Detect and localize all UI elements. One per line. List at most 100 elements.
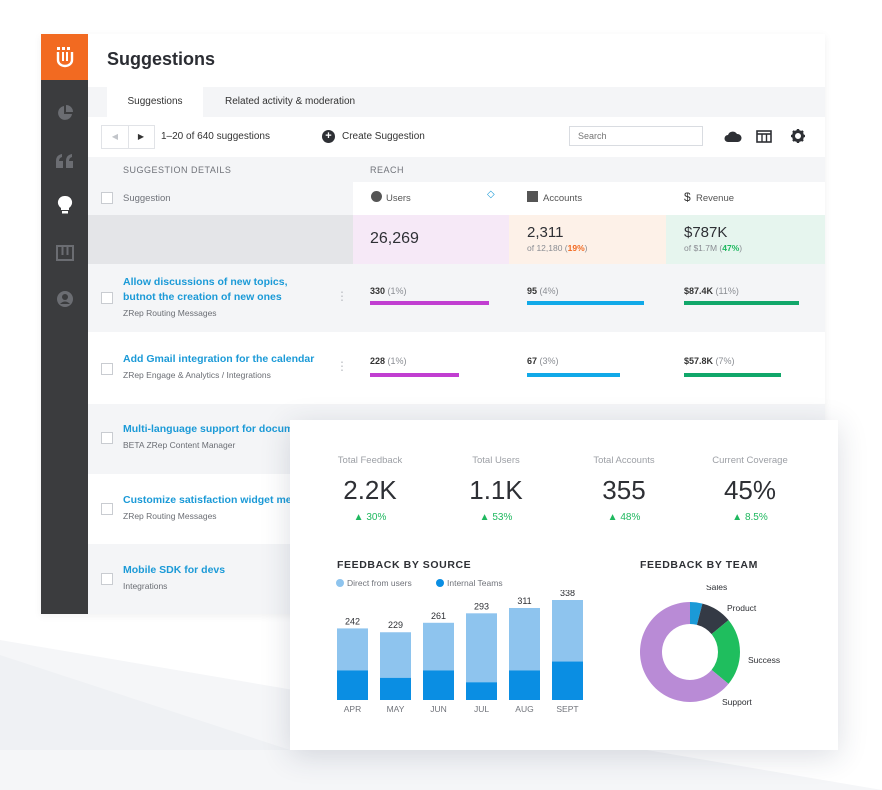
- suggestion-link[interactable]: Customize satisfaction widget mes: [123, 494, 298, 506]
- users-bar: [370, 301, 489, 305]
- users-value: 228 (1%): [370, 356, 407, 366]
- next-page-button[interactable]: ▶: [137, 132, 145, 141]
- tab-related-activity[interactable]: Related activity & moderation: [225, 96, 356, 107]
- donut-slice: [696, 603, 729, 635]
- revenue-bar: [684, 301, 799, 305]
- suggestion-category: Integrations: [123, 581, 168, 591]
- totals-row-label-cell: [88, 215, 353, 264]
- bar-total-label: 242: [345, 616, 360, 626]
- kpi-delta: ▲ 8.5%: [732, 512, 768, 523]
- column-revenue[interactable]: $ Revenue: [666, 182, 825, 215]
- total-accounts-sub: of 12,180 (19%): [527, 243, 588, 253]
- legend-direct: Direct from users: [336, 578, 412, 588]
- dashboard-card: Total Feedback 2.2K ▲ 30% Total Users 1.…: [290, 420, 838, 750]
- total-revenue-sub: of $1.7M (47%): [684, 243, 743, 253]
- bar-direct-from-users: [380, 632, 411, 678]
- bar-total-label: 229: [388, 620, 403, 630]
- kpi-delta: ▲ 30%: [353, 512, 387, 523]
- plus-circle-icon[interactable]: +: [322, 130, 335, 143]
- x-tick-label: APR: [344, 704, 361, 714]
- bar-direct-from-users: [552, 600, 583, 662]
- create-suggestion-button[interactable]: Create Suggestion: [342, 131, 425, 142]
- row-checkbox[interactable]: [101, 432, 113, 444]
- kpi-label: Total Feedback: [337, 455, 403, 466]
- app-logo[interactable]: [41, 34, 88, 80]
- total-users: 26,269: [370, 230, 419, 247]
- x-tick-label: JUN: [430, 704, 447, 714]
- column-users[interactable]: Users ◇: [353, 182, 509, 217]
- column-suggestion[interactable]: Suggestion: [123, 193, 171, 204]
- users-value: 330 (1%): [370, 286, 407, 296]
- user-profile-icon[interactable]: [41, 284, 88, 314]
- donut-slice: [711, 620, 740, 684]
- total-users-cell: 26,269: [353, 215, 509, 264]
- accounts-value: 67 (3%): [527, 356, 559, 366]
- donut-label: Success: [748, 655, 780, 665]
- x-tick-label: JUL: [474, 704, 489, 714]
- chart-title-source: FEEDBACK BY SOURCE: [337, 559, 472, 571]
- user-icon: [371, 191, 382, 202]
- donut-label: Sales: [706, 585, 727, 592]
- bar-direct-from-users: [337, 628, 368, 671]
- bar-internal-teams: [552, 661, 583, 700]
- suggestion-category: ZRep Routing Messages: [123, 308, 217, 318]
- row-checkbox[interactable]: [101, 503, 113, 515]
- search-input[interactable]: [569, 126, 703, 146]
- suggestion-link[interactable]: Allow discussions of new topics, butnot t…: [123, 276, 288, 303]
- sort-icon[interactable]: ◇: [487, 189, 495, 200]
- donut-slice: [690, 602, 703, 625]
- lightbulb-icon[interactable]: [41, 190, 88, 220]
- accounts-bar: [527, 301, 644, 305]
- column-accounts[interactable]: Accounts: [509, 182, 666, 215]
- gear-icon[interactable]: [791, 129, 805, 148]
- kebab-menu-icon[interactable]: ⋮: [336, 289, 348, 303]
- suggestion-category: BETA ZRep Content Manager: [123, 440, 236, 450]
- bar-internal-teams: [423, 670, 454, 700]
- bar-total-label: 311: [517, 596, 531, 606]
- columns-icon[interactable]: [756, 130, 772, 148]
- kpi-value: 355: [602, 475, 646, 505]
- tab-suggestions[interactable]: Suggestions: [107, 87, 203, 117]
- users-bar: [370, 373, 459, 377]
- row-checkbox[interactable]: [101, 363, 113, 375]
- kpi-label: Total Accounts: [593, 455, 655, 466]
- tab-bar: [88, 87, 825, 117]
- total-revenue-cell: $787K of $1.7M (47%): [666, 215, 825, 264]
- suggestion-link[interactable]: Add Gmail integration for the calendar: [123, 353, 315, 365]
- bar-internal-teams: [380, 677, 411, 700]
- column-accounts-label: Accounts: [543, 193, 583, 204]
- donut-slice: [640, 602, 729, 702]
- board-icon[interactable]: [41, 238, 88, 268]
- bar-total-label: 293: [474, 601, 489, 611]
- column-users-label: Users: [386, 193, 411, 204]
- pie-chart-icon[interactable]: [41, 98, 88, 128]
- quote-icon[interactable]: [41, 146, 88, 176]
- donut-label: Product: [727, 603, 757, 613]
- dollar-icon: $: [684, 190, 691, 204]
- table-row[interactable]: [88, 264, 825, 332]
- bar-internal-teams: [466, 682, 497, 700]
- feedback-by-team-chart: Sales Product Success Support: [640, 585, 780, 707]
- bar-total-label: 261: [431, 611, 446, 621]
- chart-title-team: FEEDBACK BY TEAM: [640, 559, 758, 571]
- prev-page-button[interactable]: ◀: [102, 126, 129, 148]
- row-checkbox[interactable]: [101, 573, 113, 585]
- total-accounts-cell: 2,311 of 12,180 (19%): [509, 215, 666, 264]
- accounts-value: 95 (4%): [527, 286, 559, 296]
- x-tick-label: AUG: [515, 704, 533, 714]
- group-header-reach: REACH: [370, 165, 405, 175]
- cloud-icon[interactable]: [724, 130, 742, 148]
- nav-rail: [41, 34, 88, 614]
- pagination-text: 1–20 of 640 suggestions: [161, 131, 270, 142]
- kpi-value: 1.1K: [469, 475, 523, 505]
- revenue-value: $57.8K (7%): [684, 356, 735, 366]
- kebab-menu-icon[interactable]: ⋮: [336, 359, 348, 373]
- suggestion-link[interactable]: Multi-language support for docume: [123, 423, 300, 435]
- column-revenue-label: Revenue: [696, 193, 735, 204]
- x-tick-label: SEPT: [556, 704, 578, 714]
- group-header-details: SUGGESTION DETAILS: [123, 165, 232, 175]
- suggestion-category: ZRep Engage & Analytics / Integrations: [123, 370, 271, 380]
- row-checkbox[interactable]: [101, 292, 113, 304]
- suggestion-link[interactable]: Mobile SDK for devs: [123, 564, 226, 576]
- select-all-checkbox[interactable]: [101, 192, 113, 204]
